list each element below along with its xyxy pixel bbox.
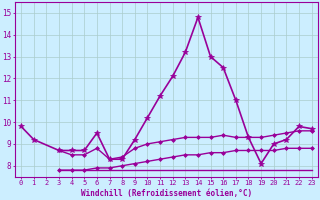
X-axis label: Windchill (Refroidissement éolien,°C): Windchill (Refroidissement éolien,°C) [81,189,252,198]
